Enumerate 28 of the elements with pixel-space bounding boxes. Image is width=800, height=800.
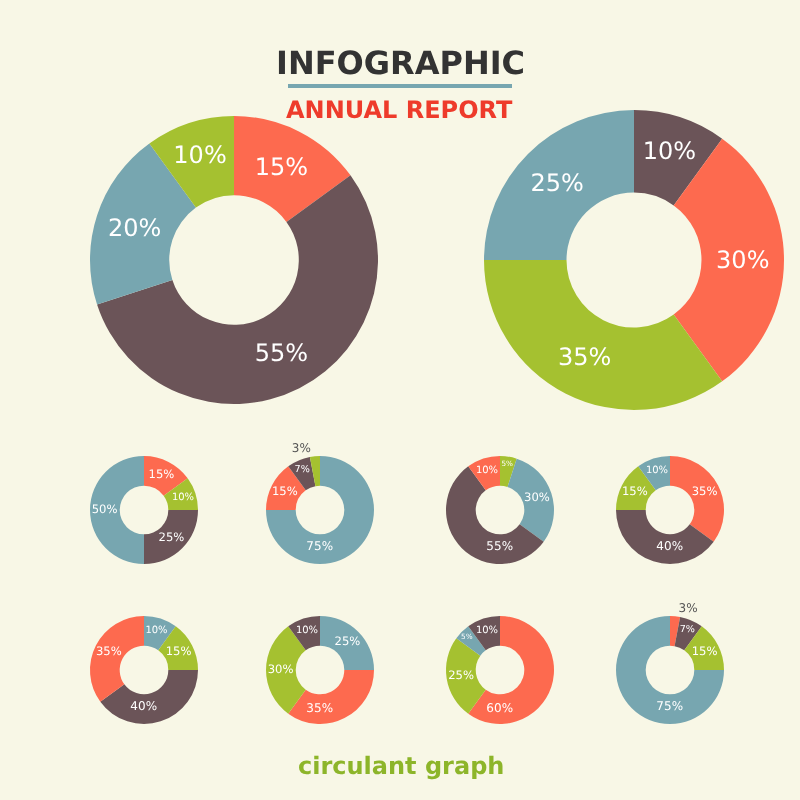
donut-slice (670, 616, 681, 647)
donut-slice (288, 670, 374, 724)
donut-slice (90, 616, 144, 702)
data-label: 15% (254, 152, 309, 181)
donut-slice (616, 616, 724, 724)
donut-slice (149, 116, 234, 208)
data-label: 30% (716, 246, 770, 274)
data-label: 35% (557, 342, 612, 371)
data-label: 25% (530, 169, 584, 198)
data-label: 55% (254, 339, 309, 368)
donut-slice (446, 638, 486, 714)
donut-slice (670, 456, 724, 542)
donut-slice (97, 175, 378, 404)
chart-subtitle: ANNUAL REPORT (286, 96, 514, 124)
donut-slice (144, 510, 198, 564)
donut-slice (309, 456, 320, 487)
text: circulant graph (298, 752, 505, 780)
donut-slice (100, 670, 198, 724)
chart-title: INFOGRAPHIC (276, 44, 526, 82)
data-label: 10% (642, 137, 697, 166)
donut-slice (616, 510, 714, 564)
donut-slice (320, 616, 374, 670)
donut-slice (90, 456, 144, 564)
data-label: 10% (173, 141, 227, 170)
data-label: 20% (108, 213, 162, 242)
donut-slice (634, 110, 723, 206)
donut-slice (234, 116, 351, 222)
donut-slice (266, 456, 374, 564)
